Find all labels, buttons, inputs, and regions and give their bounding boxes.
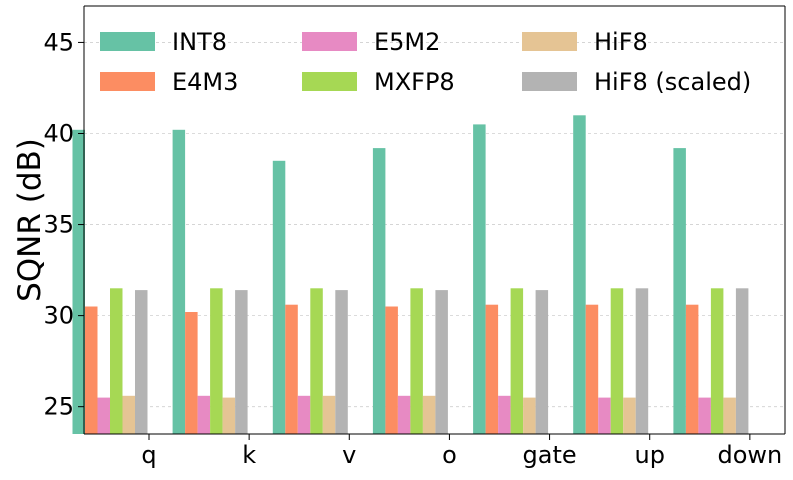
bar-e5m2-up	[598, 397, 611, 434]
bar-e5m2-q	[97, 397, 110, 434]
bar-hif8-scaled-down	[735, 288, 749, 434]
bar-int8-k	[172, 129, 186, 435]
bar-e4m3-q	[85, 306, 98, 434]
bar-int8-down	[673, 148, 686, 434]
y-tick-label-30: 30	[43, 302, 74, 330]
legend-label-hif8-scaled: HiF8 (scaled)	[594, 68, 751, 96]
x-tick-label-down: down	[717, 441, 782, 469]
bar-hif8-v	[322, 395, 336, 434]
bar-int8-o	[372, 148, 386, 434]
legend: INT8 E4M3 E5M2 MXFP8 HiF8 HiF8 (scaled)	[100, 28, 751, 96]
bar-hif8-k	[222, 397, 236, 434]
bar-int8-up	[573, 115, 586, 435]
y-tick-label-25: 25	[43, 393, 74, 421]
bar-hif8-scaled-q	[135, 290, 148, 434]
y-tick-label-40: 40	[43, 119, 74, 147]
legend-label-e4m3: E4M3	[172, 68, 238, 96]
bar-mxfp8-k	[210, 288, 223, 434]
bar-hif8-q	[122, 395, 135, 434]
grid-layer	[84, 42, 785, 408]
bar-e5m2-v	[297, 395, 311, 434]
bar-hif8-scaled-gate	[535, 290, 549, 434]
y-tick-label-35: 35	[43, 211, 74, 239]
legend-label-int8: INT8	[172, 28, 227, 56]
bar-e4m3-k	[185, 312, 198, 434]
bar-hif8-up	[623, 397, 636, 434]
axis-layer: 25 30 35 40 45 q k v o gate up down SQNR (dB)	[12, 5, 786, 469]
bar-int8-v	[272, 160, 286, 435]
bar-e4m3-gate	[485, 304, 499, 434]
bar-hif8-down	[723, 397, 736, 434]
bar-e5m2-down	[698, 397, 711, 434]
legend-swatch-int8	[100, 32, 155, 51]
legend-swatch-e4m3	[100, 72, 155, 91]
bar-mxfp8-gate	[510, 288, 524, 434]
x-tick-label-k: k	[242, 441, 256, 469]
legend-swatch-mxfp8	[302, 72, 357, 91]
bar-mxfp8-up	[610, 288, 624, 434]
bar-int8-gate	[473, 124, 486, 435]
legend-label-mxfp8: MXFP8	[374, 68, 455, 96]
x-tick-label-v: v	[342, 441, 356, 469]
bar-mxfp8-o	[410, 288, 423, 434]
bar-mxfp8-down	[710, 288, 724, 434]
bar-e4m3-o	[385, 306, 398, 434]
legend-label-e5m2: E5M2	[374, 28, 440, 56]
legend-swatch-hif8-scaled	[522, 72, 577, 91]
bar-int8-q	[72, 129, 85, 435]
bar-hif8-scaled-k	[235, 290, 248, 434]
bar-hif8-o	[422, 395, 436, 434]
bar-e4m3-down	[685, 304, 699, 434]
y-tick-label-45: 45	[43, 28, 74, 56]
bar-e5m2-gate	[498, 395, 511, 434]
y-axis-title: SQNR (dB)	[12, 138, 48, 302]
bar-e4m3-v	[285, 304, 298, 434]
bar-hif8-scaled-up	[635, 288, 649, 434]
legend-swatch-hif8	[522, 32, 577, 51]
bar-hif8-scaled-o	[435, 290, 448, 434]
bar-e5m2-k	[197, 395, 211, 434]
bar-hif8-gate	[523, 397, 536, 434]
bar-e4m3-up	[585, 304, 599, 434]
bar-hif8-scaled-v	[335, 290, 348, 434]
bar-layer	[72, 115, 749, 435]
x-tick-label-q: q	[141, 441, 156, 469]
x-tick-label-o: o	[442, 441, 457, 469]
bar-mxfp8-q	[110, 288, 123, 434]
bar-mxfp8-v	[310, 288, 323, 434]
legend-swatch-e5m2	[302, 32, 357, 51]
x-tick-label-gate: gate	[523, 441, 577, 469]
bar-e5m2-o	[397, 395, 411, 434]
x-tick-label-up: up	[634, 441, 664, 469]
legend-label-hif8: HiF8	[594, 28, 648, 56]
